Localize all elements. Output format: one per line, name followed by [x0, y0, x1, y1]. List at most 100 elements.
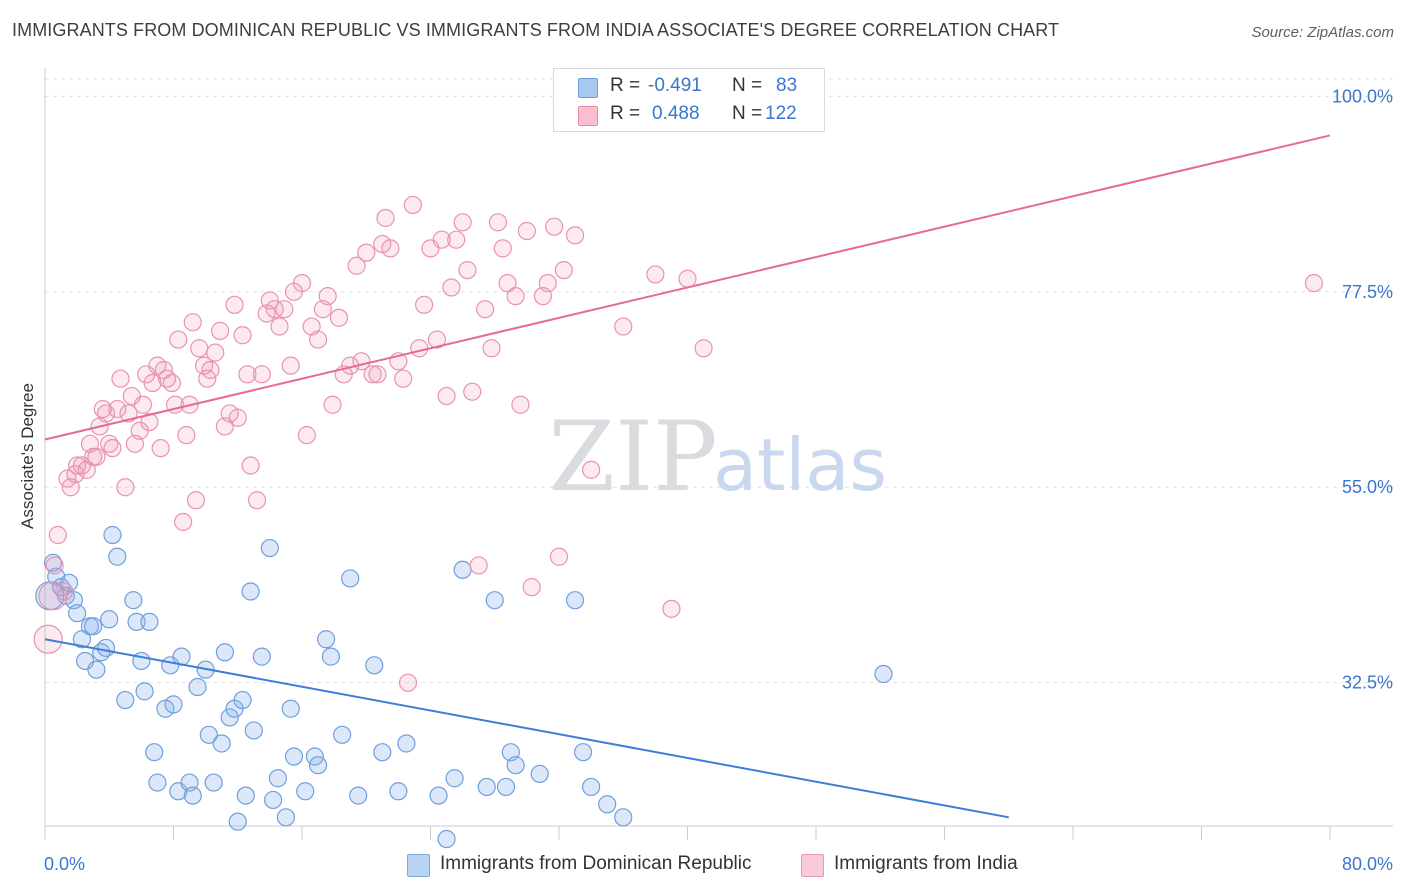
dominican-point: [506, 756, 525, 775]
dominican-point: [164, 695, 183, 714]
india-point: [108, 399, 127, 419]
dominican-point: [397, 734, 416, 753]
legend-r-value: 0.488: [652, 103, 700, 124]
dominican-point: [308, 756, 328, 775]
source-label: Source: ZipAtlas.com: [1251, 24, 1394, 41]
bottom-legend-swatch-blue: [407, 854, 430, 877]
legend-n-label: N =: [732, 75, 763, 96]
india-point: [329, 308, 349, 327]
india-point: [545, 217, 564, 236]
dominican-point: [614, 808, 633, 827]
dominican-point: [341, 569, 360, 588]
axes: [44, 68, 1393, 840]
legend-swatch-pink: [578, 106, 598, 126]
y-tick-label: 55.0%: [1342, 477, 1393, 497]
india-point: [281, 356, 300, 375]
india-point: [442, 278, 461, 297]
dominican-point: [429, 786, 448, 805]
bottom-legend-label: Immigrants from Dominican Republic: [440, 853, 752, 874]
india-point: [432, 230, 451, 249]
dominican-point: [241, 582, 260, 601]
india-point: [498, 274, 517, 293]
india-point: [318, 287, 337, 306]
correlation-legend: R = -0.491 N = 83 R = 0.488 N = 122: [553, 68, 825, 132]
y-tick-label: 100.0%: [1332, 86, 1393, 106]
india-point: [646, 265, 665, 284]
dominican-point: [296, 782, 315, 801]
dominican-point: [496, 777, 516, 797]
dominican-point: [573, 743, 593, 762]
dominican-point: [260, 538, 279, 558]
dominican-point: [108, 547, 127, 566]
india-point: [116, 478, 135, 497]
india-point: [48, 525, 67, 545]
india-point: [265, 300, 284, 319]
dominican-point: [204, 773, 223, 792]
india-point: [133, 395, 153, 414]
india-point: [260, 291, 279, 310]
india-point: [186, 491, 206, 510]
watermark: ZIP atlas: [548, 401, 887, 513]
tick-labels: 32.5% 55.0% 77.5% 100.0% 0.0% 80.0%: [44, 86, 1393, 874]
dominican-point: [236, 786, 255, 805]
dominican-point: [148, 773, 167, 792]
india-point: [252, 365, 271, 384]
india-trend-line: [44, 134, 1331, 441]
india-point: [511, 395, 530, 414]
india-point: [381, 239, 400, 258]
dominican-point: [333, 725, 352, 744]
india-point: [228, 408, 247, 427]
india-point: [308, 330, 328, 349]
dominican-point: [124, 591, 143, 610]
india-point: [174, 512, 193, 532]
dominican-point: [321, 647, 341, 666]
india-point: [111, 369, 130, 388]
dominican-point: [582, 777, 601, 797]
india-point: [68, 456, 87, 475]
dominican-point: [445, 769, 464, 788]
dominican-point: [349, 786, 368, 805]
india-point: [275, 300, 294, 319]
india-point: [363, 365, 382, 384]
legend-r-value: -0.491: [648, 75, 702, 96]
trend-lines: [44, 134, 1331, 819]
dominican-point: [598, 795, 617, 814]
india-point: [190, 339, 209, 358]
dominican-point: [437, 829, 456, 849]
india-point: [241, 456, 260, 475]
dominican-point: [183, 786, 202, 805]
india-point: [482, 339, 501, 358]
india-point: [38, 581, 68, 611]
india-point: [347, 256, 366, 275]
india-point: [394, 369, 413, 388]
legend-n-value: 83: [776, 75, 798, 96]
dominican-point: [220, 708, 239, 727]
dominican-point: [215, 643, 234, 662]
watermark-zip: ZIP: [548, 401, 717, 513]
y-tick-label: 77.5%: [1342, 282, 1393, 302]
india-point: [238, 365, 257, 384]
dominican-point: [59, 573, 79, 592]
chart-title: IMMIGRANTS FROM DOMINICAN REPUBLIC VS IM…: [12, 20, 1060, 40]
india-point: [119, 404, 138, 423]
india-point: [549, 547, 569, 566]
india-point: [162, 373, 181, 393]
dominican-point: [268, 769, 288, 788]
india-point: [662, 599, 681, 618]
india-point: [437, 386, 456, 406]
dominican-point: [96, 638, 116, 658]
india-point: [414, 295, 434, 314]
india-point: [151, 439, 170, 458]
india-point: [143, 373, 162, 393]
watermark-atlas: atlas: [713, 423, 887, 507]
india-point: [493, 239, 512, 258]
india-point: [538, 274, 557, 293]
india-point: [376, 208, 395, 228]
dominican-point: [87, 660, 106, 679]
india-point: [447, 230, 466, 249]
dominican-point: [116, 690, 135, 710]
india-point: [292, 274, 312, 293]
dominican-point: [565, 591, 585, 610]
dominican-point: [263, 790, 283, 810]
